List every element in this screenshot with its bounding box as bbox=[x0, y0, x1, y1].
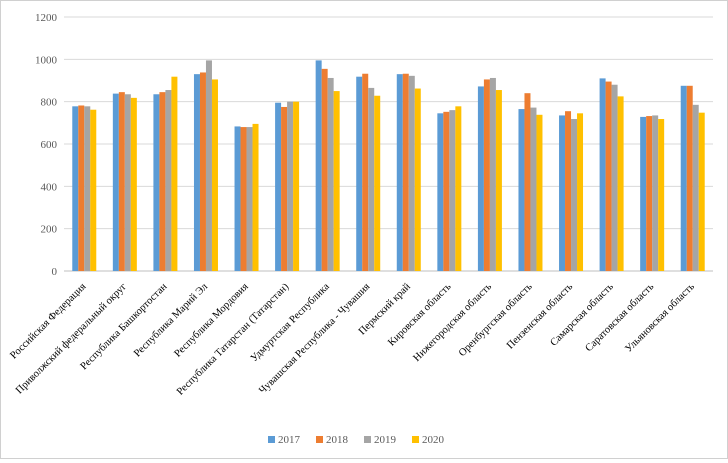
bar bbox=[680, 85, 687, 271]
bar bbox=[483, 79, 490, 271]
bar bbox=[686, 85, 693, 271]
bar bbox=[408, 75, 415, 271]
bar bbox=[518, 109, 525, 271]
bar bbox=[617, 96, 624, 272]
bar bbox=[536, 114, 543, 271]
bar bbox=[78, 105, 85, 271]
y-tick-label: 400 bbox=[41, 181, 58, 193]
bar bbox=[489, 77, 496, 272]
bar bbox=[455, 106, 462, 271]
bar bbox=[565, 111, 572, 271]
bar bbox=[477, 86, 484, 272]
category-label: Республика Мордовия bbox=[172, 281, 250, 359]
bar bbox=[165, 90, 172, 271]
bar bbox=[611, 84, 618, 271]
legend-label: 2017 bbox=[278, 434, 301, 446]
bar bbox=[130, 97, 137, 271]
bar bbox=[524, 93, 531, 271]
legend-swatch bbox=[268, 436, 275, 443]
category-label: Республика Марий Эл bbox=[132, 281, 210, 359]
bar bbox=[362, 73, 369, 271]
bar bbox=[84, 106, 91, 271]
bar bbox=[72, 106, 79, 271]
bar bbox=[402, 73, 409, 271]
bar bbox=[437, 113, 444, 271]
legend-label: 2019 bbox=[374, 434, 397, 446]
legend-swatch bbox=[364, 436, 371, 443]
bar bbox=[605, 81, 612, 271]
category-label: Саратовская область bbox=[584, 281, 657, 354]
bar bbox=[577, 113, 584, 271]
bar bbox=[356, 76, 363, 271]
bar bbox=[449, 110, 456, 271]
y-tick-label: 1200 bbox=[35, 12, 58, 24]
category-label: Ульяновская область bbox=[623, 281, 697, 355]
y-tick-label: 0 bbox=[52, 266, 58, 278]
bar bbox=[118, 92, 125, 271]
legend-label: 2020 bbox=[422, 434, 445, 446]
category-label: Нижегородская область bbox=[411, 281, 494, 364]
y-tick-label: 800 bbox=[41, 97, 58, 109]
bar bbox=[321, 68, 328, 271]
bar bbox=[199, 72, 206, 272]
bar bbox=[368, 87, 375, 271]
bar bbox=[333, 91, 340, 271]
bar bbox=[205, 60, 212, 271]
bar bbox=[159, 92, 166, 271]
bar bbox=[240, 127, 247, 271]
bar bbox=[281, 106, 288, 272]
bar bbox=[396, 74, 403, 272]
bar bbox=[327, 77, 334, 272]
bar bbox=[599, 78, 606, 271]
bar bbox=[640, 116, 647, 271]
bar bbox=[646, 116, 653, 271]
bar bbox=[530, 107, 537, 271]
bar bbox=[124, 94, 131, 271]
bar bbox=[112, 93, 119, 272]
bar bbox=[374, 95, 381, 272]
bar bbox=[293, 101, 300, 271]
bar bbox=[234, 126, 241, 272]
bar bbox=[652, 115, 659, 271]
bar bbox=[211, 79, 218, 271]
category-label: Российская Федерация bbox=[8, 281, 88, 361]
bar bbox=[153, 94, 160, 271]
bar bbox=[246, 127, 253, 271]
bar bbox=[443, 111, 450, 271]
legend-swatch bbox=[412, 436, 419, 443]
bar bbox=[559, 115, 566, 271]
bar bbox=[193, 74, 200, 272]
y-tick-label: 600 bbox=[41, 139, 58, 151]
legend-label: 2018 bbox=[326, 434, 349, 446]
legend-swatch bbox=[316, 436, 323, 443]
bar bbox=[90, 109, 97, 272]
y-tick-label: 1000 bbox=[35, 54, 58, 66]
bar bbox=[287, 101, 294, 271]
category-label: Удмуртская Республика bbox=[249, 281, 332, 364]
bar bbox=[171, 76, 178, 271]
bar bbox=[252, 123, 259, 271]
bar bbox=[698, 112, 705, 271]
bar bbox=[275, 102, 282, 271]
bar bbox=[658, 119, 665, 272]
bar bbox=[315, 60, 322, 271]
y-tick-label: 200 bbox=[41, 224, 58, 236]
bar bbox=[692, 104, 699, 271]
bar bbox=[414, 88, 421, 271]
category-label: Оренбургская область bbox=[457, 281, 535, 359]
bar bbox=[495, 90, 502, 271]
bar bbox=[571, 119, 578, 272]
